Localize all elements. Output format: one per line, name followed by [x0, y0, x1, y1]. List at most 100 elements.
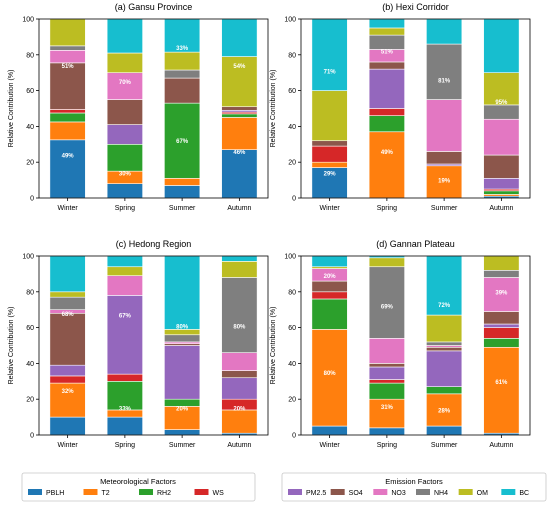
bar-segment-autumn-bc	[221, 255, 258, 262]
x-tick-label: Winter	[58, 205, 79, 212]
bar-segment-summer-bc	[164, 255, 201, 330]
data-label: 70%	[119, 80, 132, 86]
bar-segment-spring-rh2	[368, 115, 405, 133]
bar-segment-autumn-om	[483, 255, 520, 271]
y-tick-label: 80	[288, 52, 296, 59]
data-label: 67%	[176, 139, 189, 145]
bar-segment-spring-t2	[368, 398, 405, 429]
data-label: 69%	[381, 305, 394, 311]
y-tick-label: 100	[22, 254, 34, 261]
bar-segment-summer-so4	[164, 77, 201, 104]
bar-segment-winter-ws	[49, 375, 86, 384]
bar-segment-spring-pblh	[106, 183, 143, 199]
legend-label-pm2-5: PM2.5	[306, 490, 326, 497]
bar-segment-autumn-t2	[221, 409, 258, 434]
legend-swatch-so4	[330, 489, 345, 495]
bar-segment-spring-nh4	[368, 266, 405, 339]
bar-segment-autumn-no3	[483, 277, 520, 312]
legend-meteorological-title: Meteorological Factors	[100, 477, 176, 486]
bar-segment-summer-t2	[426, 393, 463, 427]
bar-segment-summer-so4	[426, 151, 463, 165]
legend-meteorological-items: PBLH T2 RH2 WS	[28, 489, 224, 497]
bar-segment-summer-nh4	[426, 341, 463, 346]
y-axis-label: Relative Contribution (%)	[8, 70, 15, 148]
bar-segment-spring-ws	[106, 373, 143, 382]
bar-segment-winter-bc	[311, 18, 348, 91]
bar-segment-summer-pblh	[426, 425, 463, 436]
bar-segment-summer-pm2-5	[164, 345, 201, 400]
bar-segment-summer-bc	[426, 255, 463, 316]
legend-emission: Emission Factors PM2.5 SO4 NO3 NH4 OM BC	[281, 472, 547, 502]
legend-emission-title: Emission Factors	[385, 477, 443, 486]
bar-segment-summer-rh2	[164, 398, 201, 407]
bar-segment-autumn-so4	[221, 370, 258, 379]
bar-segment-autumn-pm2-5	[483, 178, 520, 190]
plot-frame	[38, 18, 269, 199]
bar-segment-winter-rh2	[49, 112, 86, 123]
legend-label-no3: NO3	[391, 490, 406, 497]
data-label: 80%	[176, 324, 189, 330]
x-tick-label: Spring	[115, 442, 135, 449]
x-tick-label: Spring	[377, 205, 397, 212]
data-label: 46%	[233, 150, 246, 156]
y-tick-label: 40	[26, 361, 34, 368]
bar-segment-winter-nh4	[49, 45, 86, 51]
bar-segment-spring-no3	[106, 72, 143, 100]
data-label: 61%	[495, 380, 508, 386]
panel-title: (b) Hexi Corridor	[382, 2, 449, 12]
panel-b-hexi-corridor: (b) Hexi Corridor 0 20 40 60 80 100 Relative Co…	[270, 2, 531, 212]
x-tick-label: Summer	[169, 442, 196, 449]
data-label: 29%	[324, 171, 337, 177]
panel-title: (c) Hedong Region	[116, 239, 192, 249]
legend-emission-items: PM2.5 SO4 NO3 NH4 OM BC	[288, 489, 529, 497]
legend-swatch-bc	[501, 489, 516, 495]
data-label: 19%	[438, 179, 451, 185]
bar-segment-spring-pm2-5	[106, 295, 143, 375]
bar-segment-autumn-so4	[483, 154, 520, 179]
x-tick-label: Winter	[58, 442, 79, 449]
bar-segment-winter-t2	[311, 161, 348, 168]
bar-segment-winter-om	[49, 18, 86, 47]
y-axis-label: Relative Contribution (%)	[270, 70, 277, 148]
legend-label-om: OM	[477, 490, 488, 497]
y-tick-label: 60	[26, 88, 34, 95]
bar-segment-spring-rh2	[106, 144, 143, 172]
bar-segment-summer-om	[426, 314, 463, 343]
bar-segment-autumn-t2	[483, 346, 520, 434]
x-tick-label: Autumn	[227, 442, 251, 449]
bar-segment-summer-pblh	[164, 429, 201, 436]
legend-label-ws: WS	[213, 490, 225, 497]
plot-frame	[38, 255, 269, 436]
bar-segment-winter-so4	[311, 280, 348, 293]
bar-segment-winter-om	[311, 90, 348, 142]
bar-segment-spring-om	[368, 27, 405, 36]
x-tick-label: Summer	[431, 442, 458, 449]
data-label: 49%	[381, 150, 394, 156]
bar-segment-summer-rh2	[426, 386, 463, 395]
bar-segment-spring-no3	[106, 275, 143, 296]
x-tick-label: Winter	[320, 205, 341, 212]
legend-swatch-rh2	[139, 489, 153, 495]
panel-c-hedong-region: (c) Hedong Region 0 20 40 60 80 100 Relative Co…	[8, 239, 269, 449]
data-label: 20%	[233, 407, 246, 413]
data-label: 72%	[438, 303, 451, 309]
bar-segment-spring-om	[368, 257, 405, 268]
data-label: 20%	[324, 274, 337, 280]
bar-segment-autumn-pblh	[221, 149, 258, 199]
bar-segment-autumn-so4	[221, 106, 258, 111]
y-tick-label: 60	[288, 88, 296, 95]
bar-segment-summer-so4	[426, 346, 463, 352]
bar-segment-summer-t2	[164, 178, 201, 186]
y-tick-label: 100	[22, 17, 34, 24]
bar-segment-summer-rh2	[164, 102, 201, 179]
bar-segment-summer-bc	[426, 18, 463, 45]
y-tick-label: 20	[288, 160, 296, 167]
bar-segment-autumn-om	[483, 72, 520, 106]
bar-segment-spring-rh2	[106, 380, 143, 411]
bar-segment-winter-pblh	[311, 167, 348, 199]
bar-segment-spring-pm2-5	[106, 124, 143, 145]
bar-segment-autumn-nh4	[221, 277, 258, 353]
legend-meteorological: Meteorological Factors PBLH T2 RH2 WS	[21, 472, 256, 502]
bar-segment-autumn-om	[221, 261, 258, 278]
